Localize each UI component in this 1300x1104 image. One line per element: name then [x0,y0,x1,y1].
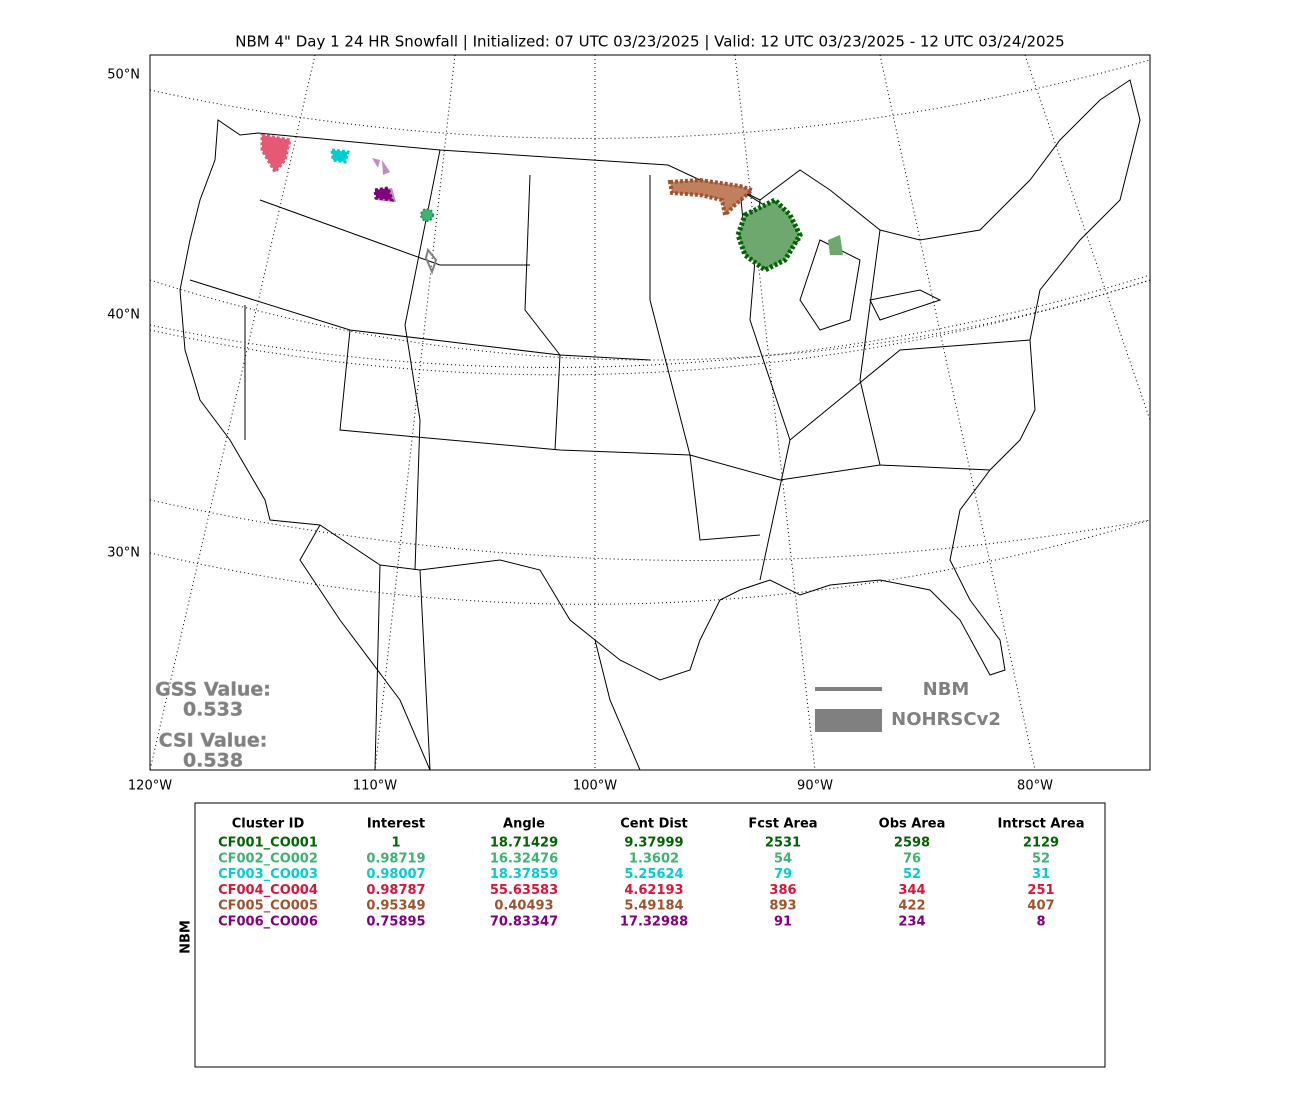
lat-label: 30°N [107,546,140,561]
table-header: Angle [503,817,545,832]
table-cell: 17.32988 [620,915,688,930]
table-cell: 9.37999 [624,836,683,851]
table-cell: 2129 [1023,836,1059,851]
table-cell: 251 [1027,883,1054,898]
table-cell: 386 [769,883,796,898]
gss-value: 0.533 [183,699,243,721]
table-cell: 0.98719 [366,851,425,866]
lat-label: 40°N [107,308,140,323]
table-cell: 54 [774,851,792,866]
table-cell: 70.83347 [490,915,558,930]
table-cell: 1 [391,836,400,851]
table-cell: 31 [1032,867,1050,882]
table-cell: 234 [898,915,925,930]
legend-label: NBM [923,679,970,700]
legend-label: NOHRSCv2 [891,709,1001,730]
table-cell: 0.98787 [366,883,425,898]
table-header: Intrsct Area [998,817,1085,832]
table-cell: 8 [1036,915,1045,930]
table-cell: 344 [898,883,925,898]
table-cell: 5.25624 [624,867,683,882]
table-cell: 422 [898,899,925,914]
table-cell: 0.95349 [366,899,425,914]
table-header: Cent Dist [620,817,688,832]
table-cell: 2598 [894,836,930,851]
table-cell: 0.98007 [366,867,425,882]
table: NBM Cluster ID Interest Angle Cent Dist Fcst… [179,802,1106,1068]
table-header: Cluster ID [232,817,305,832]
lon-label: 120°W [128,779,172,794]
lat-label: 50°N [107,68,140,83]
csi-value: 0.538 [183,750,243,772]
table-cell: 18.37859 [490,867,558,882]
table-cell: 52 [1032,851,1050,866]
table-cell: 18.71429 [490,836,558,851]
map: 50°N 40°N 30°N 120°W 110°W 100°W 90°W 80… [107,54,1151,794]
table-header: Obs Area [879,817,946,832]
table-cell: 893 [769,899,796,914]
lon-label: 80°W [1017,779,1053,794]
table-cell: 16.32476 [490,851,558,866]
table-cell: CF006_CO006 [218,915,318,930]
table-cell: 52 [903,867,921,882]
table-cell: 0.75895 [366,915,425,930]
table-cell: CF001_CO001 [218,836,318,851]
csi-label: CSI Value: [159,730,268,752]
title: NBM 4" Day 1 24 HR Snowfall | Initialize… [235,33,1064,51]
table-cell: CF005_CO005 [218,899,318,914]
table-cell: 91 [774,915,792,930]
legend-patch [815,709,882,732]
table-cell: 55.63583 [490,883,558,898]
table-cell: 407 [1027,899,1054,914]
table-cell: CF002_CO002 [218,851,318,866]
gss-label: GSS Value: [155,679,271,701]
lon-label: 90°W [797,779,833,794]
table-header: Interest [367,817,425,832]
table-cell: CF004_CO004 [218,883,318,898]
map-frame [149,54,1151,771]
table-header: Fcst Area [748,817,817,832]
table-cell: 2531 [765,836,801,851]
table-cell: 4.62193 [624,883,683,898]
table-side-label: NBM [179,920,194,954]
lon-label: 110°W [353,779,397,794]
lon-label: 100°W [573,779,617,794]
table-cell: 1.3602 [629,851,679,866]
table-cell: 76 [903,851,921,866]
table-cell: 0.40493 [494,899,553,914]
table-cell: CF003_CO003 [218,867,318,882]
table-cell: 79 [774,867,792,882]
table-cell: 5.49184 [624,899,683,914]
